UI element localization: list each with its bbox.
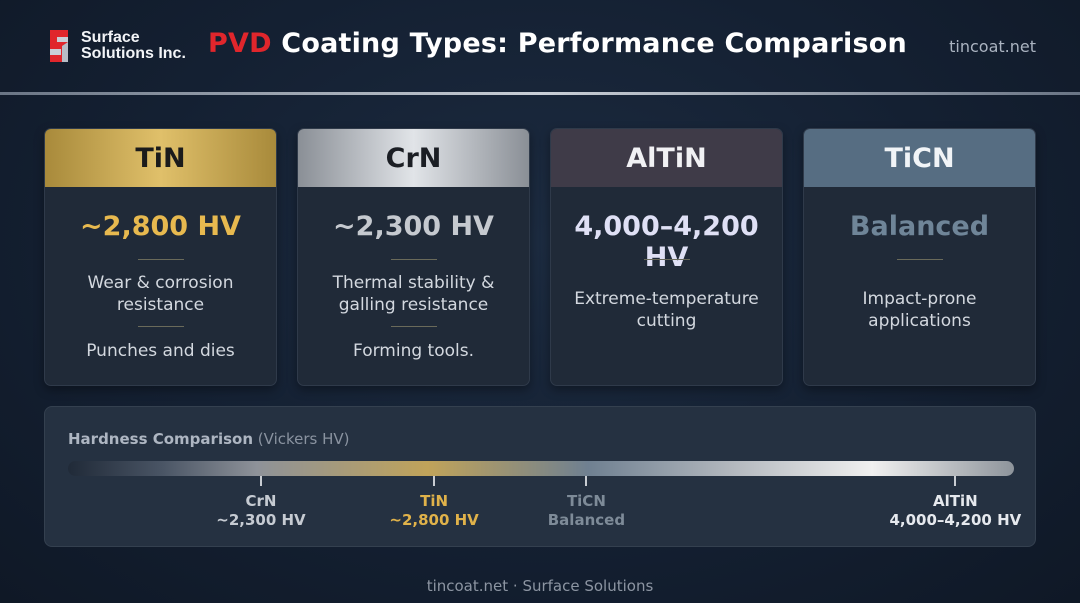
title-accent: PVD	[208, 28, 272, 59]
hardness-comparison-panel: Hardness Comparison (Vickers HV) CrN ~2,3…	[44, 406, 1036, 547]
card-crn-desc-line-1: Thermal stability &	[332, 273, 495, 293]
header: Surface Solutions Inc. PVD Coating Types…	[0, 0, 1080, 92]
card-tin-desc-line-2: resistance	[116, 295, 205, 315]
card-tin-use: Punches and dies	[86, 341, 235, 361]
logo-line-2: Solutions Inc.	[81, 45, 186, 62]
title-rest: Coating Types: Performance Comparison	[271, 28, 907, 59]
hardness-label-ticn: TiCN Balanced	[516, 492, 656, 530]
hardness-tick-tin	[433, 476, 436, 486]
card-tin-divider-2	[137, 326, 184, 327]
coating-cards: TiN ~2,800 HV Wear & corrosion resistanc…	[44, 128, 1036, 386]
hardness-tick-ticn	[585, 476, 588, 486]
site-link[interactable]: tincoat.net	[949, 37, 1036, 56]
company-logo[interactable]: Surface Solutions Inc.	[44, 28, 186, 64]
card-crn-hardness: ~2,300 HV	[333, 211, 494, 242]
hardness-label-value: 4,000–4,200 HV	[889, 511, 1022, 529]
hardness-label-name: CrN	[245, 492, 277, 510]
hardness-label-value: ~2,300 HV	[216, 511, 306, 529]
hardness-title-text: Hardness Comparison	[68, 430, 253, 448]
hardness-label-crn: CrN ~2,300 HV	[191, 492, 331, 530]
hardness-label-value: ~2,800 HV	[389, 511, 479, 529]
card-crn-description: Thermal stability & galling resistance	[298, 272, 529, 316]
card-altin-description: Extreme-temperature cutting	[551, 288, 782, 332]
hardness-label-name: AlTiN	[933, 492, 978, 510]
logo-s-icon	[50, 30, 68, 62]
logo-line-1: Surface	[81, 29, 140, 46]
card-crn-divider-1	[390, 259, 437, 260]
card-altin-divider	[643, 259, 690, 260]
card-tin-name: TiN	[45, 129, 276, 187]
card-crn-name: CrN	[298, 129, 529, 187]
card-tin-description: Wear & corrosion resistance	[45, 272, 276, 316]
card-ticn-divider	[896, 259, 943, 260]
hardness-tick-crn	[259, 476, 262, 486]
card-crn-use: Forming tools.	[353, 341, 474, 361]
hardness-label-name: TiN	[420, 492, 449, 510]
card-crn-divider-2	[390, 326, 437, 327]
card-tin-divider-1	[137, 259, 184, 260]
hardness-tick-altin	[954, 476, 957, 486]
hardness-scale-bar	[68, 461, 1014, 476]
card-tin: TiN ~2,800 HV Wear & corrosion resistanc…	[44, 128, 277, 386]
card-altin-desc-line-2: cutting	[636, 311, 697, 331]
hardness-title: Hardness Comparison (Vickers HV)	[68, 430, 350, 448]
card-tin-desc-line-1: Wear & corrosion	[87, 273, 234, 293]
card-ticn-desc-line-1: Impact-prone	[862, 289, 977, 309]
logo-text: Surface Solutions Inc.	[81, 30, 186, 62]
card-altin-hardness: 4,000–4,200 HV	[574, 211, 759, 273]
hardness-label-value: Balanced	[547, 511, 626, 529]
card-ticn-description: Impact-prone applications	[804, 288, 1035, 332]
card-ticn-name: TiCN	[804, 129, 1035, 187]
hardness-label-name: TiCN	[566, 492, 606, 510]
hardness-unit: (Vickers HV)	[257, 430, 350, 448]
card-ticn-desc-line-2: applications	[868, 311, 971, 331]
card-tin-hardness: ~2,800 HV	[80, 211, 241, 242]
card-altin-name: AlTiN	[551, 129, 782, 187]
card-altin-desc-line-1: Extreme-temperature	[574, 289, 759, 309]
header-divider	[0, 92, 1080, 95]
card-crn-desc-line-2: galling resistance	[338, 295, 489, 315]
hardness-label-altin: AlTiN 4,000–4,200 HV	[885, 492, 1025, 530]
hardness-label-tin: TiN ~2,800 HV	[364, 492, 504, 530]
card-altin: AlTiN 4,000–4,200 HV Extreme-temperature…	[550, 128, 783, 386]
card-ticn: TiCN Balanced Impact-prone applications	[803, 128, 1036, 386]
card-ticn-hardness: Balanced	[849, 211, 990, 242]
footer: tincoat.net · Surface Solutions	[426, 577, 654, 595]
page-title: PVD Coating Types: Performance Compariso…	[208, 28, 907, 59]
card-crn: CrN ~2,300 HV Thermal stability & gallin…	[297, 128, 530, 386]
